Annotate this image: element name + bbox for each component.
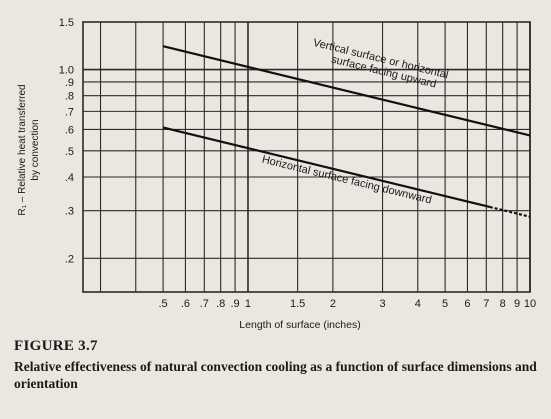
y-tick-label: .6 [65, 124, 74, 136]
y-tick-label: 1.0 [59, 65, 74, 77]
x-tick-label: 10 [524, 298, 536, 310]
y-tick-label: 1.5 [59, 17, 74, 29]
x-tick-label: 1.5 [290, 298, 305, 310]
y-tick-label: .3 [65, 206, 74, 218]
y-tick-label: .9 [65, 77, 74, 89]
series-line-downward [162, 126, 491, 209]
y-tick-label: .7 [65, 106, 74, 118]
x-tick-label: .6 [181, 298, 190, 310]
y-tick-label: .4 [65, 172, 74, 184]
series-line-downward-dashed [489, 205, 531, 218]
series-label-downward: Horizontal surface facing downward [261, 154, 433, 207]
x-tick-label: .8 [216, 298, 225, 310]
x-tick-label: 7 [483, 298, 489, 310]
chart: .5.6.7.8.9 1 1.5 2 3 4 5 6 7 8 9 101.51.0.9.8.7.6.5… [17, 17, 536, 331]
figure-caption: Relative effectiveness of natural convec… [14, 359, 537, 391]
y-tick-label: .2 [65, 253, 74, 265]
x-tick-label: .5 [158, 298, 167, 310]
x-tick-label: .9 [230, 298, 239, 310]
y-axis-label: R₁ – Relative heat transferred by convect… [17, 84, 41, 215]
x-tick-label: .7 [200, 298, 209, 310]
plot-frame [82, 21, 531, 293]
figure-label: FIGURE 3.7 [14, 338, 98, 354]
figure-caption-block: FIGURE 3.7 Relative effectiveness of nat… [14, 338, 544, 392]
x-tick-label: 6 [464, 298, 470, 310]
x-tick-label: 8 [500, 298, 506, 310]
y-tick-label: .5 [65, 146, 74, 158]
x-axis-label: Length of surface (inches) [239, 319, 360, 331]
y-tick-label: .8 [65, 91, 74, 103]
y-axis-label-line-2: by convection [30, 119, 41, 180]
x-tick-label: 5 [442, 298, 448, 310]
x-tick-label: 2 [330, 298, 336, 310]
x-tick-label: 9 [514, 298, 520, 310]
x-tick-label: 4 [415, 298, 421, 310]
y-axis-label-line-1: R₁ – Relative heat transferred [17, 84, 28, 215]
x-tick-label: 3 [379, 298, 385, 310]
x-tick-label: 1 [245, 298, 251, 310]
series-line-upward [162, 45, 531, 137]
